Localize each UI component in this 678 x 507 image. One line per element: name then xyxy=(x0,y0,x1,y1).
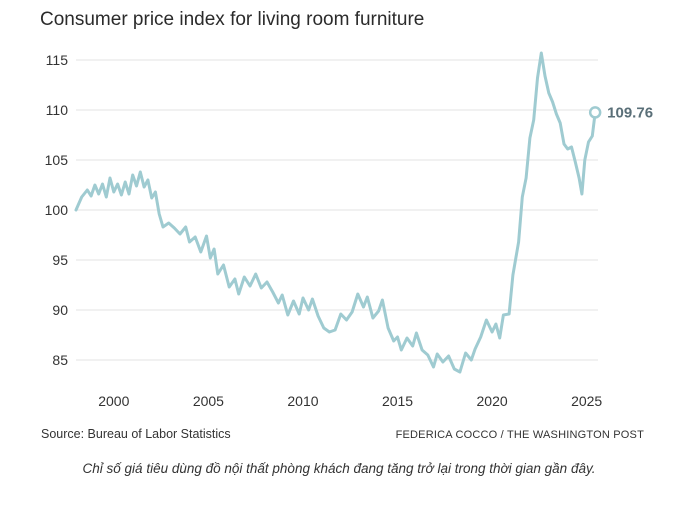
x-tick-label-2020: 2020 xyxy=(477,393,508,409)
series-group xyxy=(74,51,597,374)
chart-title: Consumer price index for living room fur… xyxy=(40,9,425,30)
x-tick-label-2005: 2005 xyxy=(193,393,224,409)
image-caption: Chỉ số giá tiêu dùng đồ nội thất phòng k… xyxy=(82,461,596,476)
y-tick-label-105: 105 xyxy=(45,152,69,168)
x-axis-ticks: 2000 2005 2010 2015 2020 2025 xyxy=(98,393,602,409)
end-marker-group: 109.76 xyxy=(588,104,653,121)
end-value-label: 109.76 xyxy=(607,104,653,121)
y-tick-label-115: 115 xyxy=(46,52,69,68)
y-tick-label-90: 90 xyxy=(52,302,68,318)
end-point-marker xyxy=(588,106,602,119)
y-axis-ticks: 85 90 95 100 105 110 115 xyxy=(45,52,69,368)
series-line xyxy=(74,51,597,374)
y-tick-label-110: 110 xyxy=(46,102,69,118)
x-tick-label-2025: 2025 xyxy=(571,393,602,409)
y-tick-label-100: 100 xyxy=(45,202,69,218)
x-tick-label-2000: 2000 xyxy=(98,393,129,409)
source-note: Source: Bureau of Labor Statistics xyxy=(41,427,231,441)
x-tick-label-2010: 2010 xyxy=(287,393,318,409)
credit-note: FEDERICA COCCO / THE WASHINGTON POST xyxy=(395,429,644,441)
y-tick-label-95: 95 xyxy=(52,252,68,268)
gridlines xyxy=(76,59,598,361)
x-tick-label-2015: 2015 xyxy=(382,393,413,409)
y-tick-label-85: 85 xyxy=(52,352,68,368)
